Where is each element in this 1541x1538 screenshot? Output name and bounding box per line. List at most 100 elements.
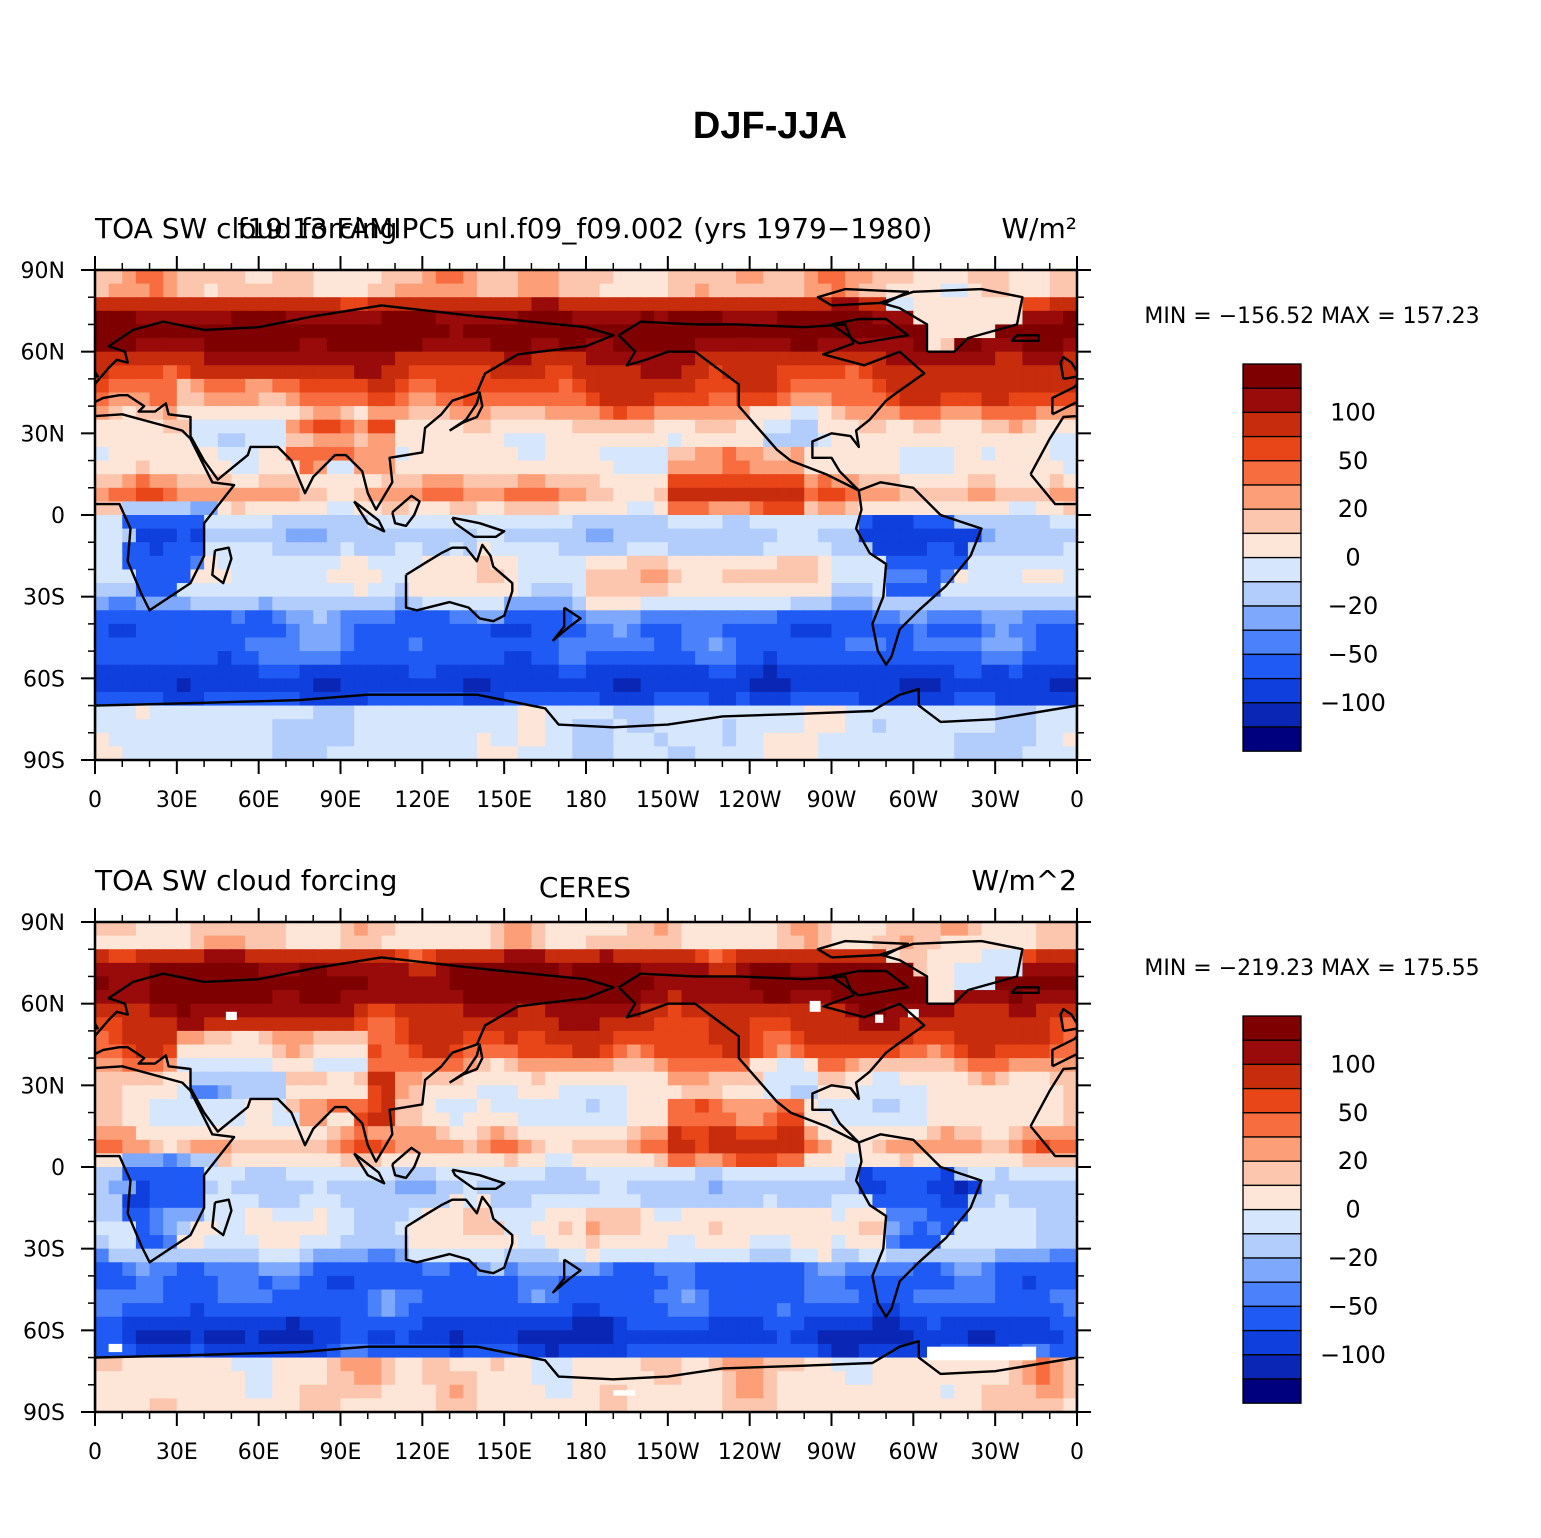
field-cell: [804, 990, 819, 1005]
field-cell: [490, 270, 505, 285]
field-cell: [490, 338, 505, 353]
field-cell: [845, 1180, 860, 1195]
field-cell: [1063, 990, 1077, 1005]
coastline-antarctica: [95, 688, 1077, 760]
field-cell: [858, 487, 874, 502]
field-cell: [995, 406, 1010, 421]
field-cell: [981, 1139, 996, 1154]
field-cell: [95, 1071, 110, 1086]
field-cell: [954, 406, 969, 421]
field-cell: [995, 392, 1010, 407]
field-cell: [954, 1058, 969, 1073]
field-cell: [545, 1003, 560, 1018]
field-cell: [1022, 324, 1037, 339]
field-cell: [422, 1275, 437, 1291]
field-cell: [517, 1167, 533, 1182]
field-cell: [217, 976, 232, 991]
field-cell: [135, 487, 151, 502]
field-cell: [354, 1235, 369, 1250]
field-cell: [422, 637, 437, 652]
field-cell: [572, 406, 587, 421]
field-cell: [763, 1275, 778, 1291]
field-cell: [190, 419, 205, 434]
field-cell: [163, 338, 178, 353]
field-cell: [204, 1071, 219, 1086]
field-cell: [790, 1003, 805, 1018]
field-cell: [558, 1235, 573, 1250]
field-cell: [122, 651, 137, 666]
field-cell: [736, 1235, 751, 1250]
field-cell: [940, 596, 955, 611]
field-cell: [176, 1058, 192, 1073]
field-cell: [926, 1071, 942, 1086]
field-cell: [845, 1098, 860, 1114]
field-cell: [149, 1207, 164, 1223]
field-cell: [1008, 365, 1024, 380]
field-cell: [586, 515, 601, 530]
field-cell: [845, 1248, 860, 1263]
field-cell: [1049, 569, 1064, 584]
field-cell: [695, 365, 710, 380]
field-cell: [122, 719, 137, 734]
field-cell: [545, 1044, 560, 1059]
field-cell: [108, 542, 123, 557]
field-cell: [149, 990, 164, 1005]
field-cell: [435, 1262, 451, 1277]
field-cell: [176, 651, 192, 666]
field-cell: [340, 283, 355, 298]
field-cell: [245, 732, 260, 747]
field-cell: [1063, 976, 1077, 991]
field-cell: [108, 583, 123, 598]
field-cell: [1022, 1098, 1037, 1114]
field-cell: [1022, 1221, 1037, 1236]
field-cell: [258, 1330, 273, 1345]
field-cell: [1022, 1235, 1037, 1250]
field-cell: [435, 922, 451, 937]
field-cell: [408, 1330, 423, 1345]
field-cell: [967, 1112, 983, 1127]
field-cell: [995, 542, 1010, 557]
field-cell: [367, 569, 383, 584]
field-cell: [831, 1194, 846, 1209]
field-cell: [313, 1139, 328, 1154]
field-cell: [476, 1112, 492, 1127]
field-cell: [626, 460, 642, 475]
field-cell: [626, 392, 642, 407]
field-cell: [517, 719, 533, 734]
field-cell: [654, 297, 669, 312]
field-cell: [954, 1207, 969, 1223]
field-cell: [108, 1316, 123, 1331]
field-cell: [517, 949, 533, 964]
field-cell: [408, 365, 423, 380]
field-cell: [572, 1058, 587, 1073]
field-cell: [613, 324, 628, 339]
field-cell: [435, 1221, 451, 1236]
field-cell: [490, 1058, 505, 1073]
field-cell: [135, 338, 151, 353]
field-cell: [913, 338, 928, 353]
field-cell: [285, 1044, 301, 1059]
field-cell: [258, 297, 273, 312]
field-cell: [190, 623, 205, 639]
field-cell: [135, 1194, 151, 1209]
x-tick-label: 60W: [888, 788, 938, 813]
field-cell: [640, 1180, 655, 1195]
field-cell: [831, 270, 846, 285]
field-cell: [722, 1167, 737, 1182]
field-cell: [695, 976, 710, 991]
field-cell: [790, 528, 805, 543]
field-cell: [340, 555, 355, 571]
field-cell: [626, 664, 642, 679]
field-cell: [558, 392, 573, 407]
field-cell: [572, 691, 587, 707]
field-cell: [790, 623, 805, 639]
field-cell: [204, 1003, 219, 1018]
field-cell: [258, 976, 273, 991]
field-cell: [381, 1194, 396, 1209]
field-cell: [954, 1275, 969, 1291]
field-cell: [449, 528, 464, 543]
field-cell: [95, 460, 110, 475]
field-cell: [435, 433, 451, 448]
colorbar-box: [1242, 605, 1302, 631]
field-cell: [190, 1194, 205, 1209]
